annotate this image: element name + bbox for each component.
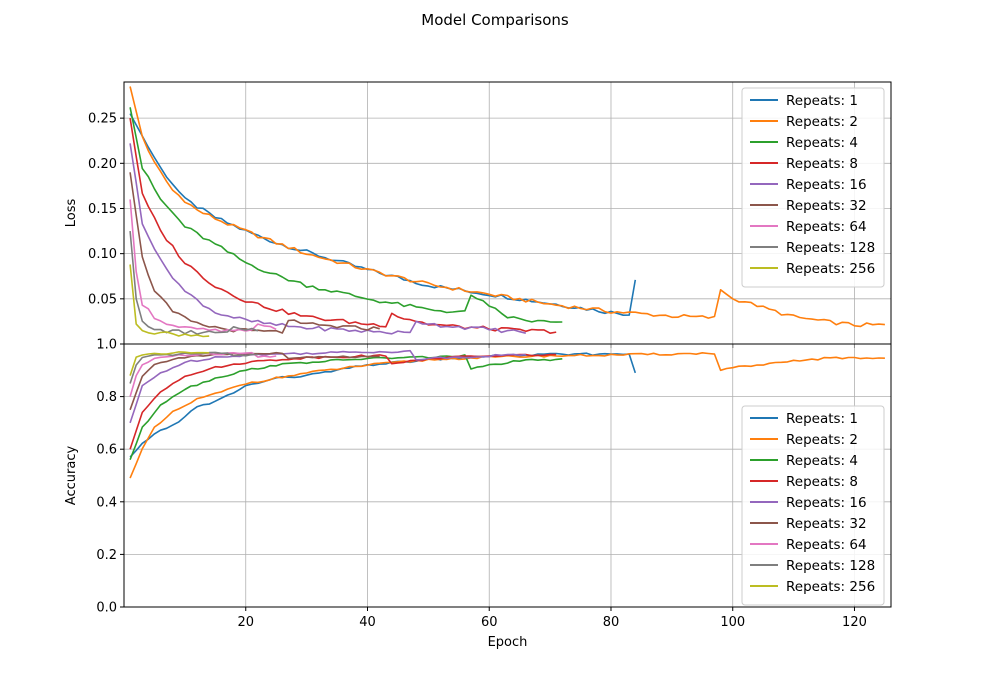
y-tick-label: 0.2 — [96, 548, 117, 563]
y-axis-label: Accuracy — [64, 446, 79, 506]
series-line-9 — [129, 264, 210, 338]
legend — [741, 405, 885, 606]
series-line-8 — [129, 231, 259, 335]
x-tick-label: 100 — [720, 615, 745, 630]
y-tick-label: 0.25 — [88, 112, 117, 127]
legend-entry: Repeats: 16 — [786, 495, 867, 511]
series-line-3 — [129, 354, 563, 460]
legend-entry: Repeats: 32 — [786, 198, 867, 214]
series-line-6 — [129, 172, 380, 334]
y-tick-label: 0.15 — [88, 202, 117, 217]
series-line-3 — [129, 107, 563, 323]
legend-entry: Repeats: 64 — [786, 219, 867, 235]
figure-title: Model Comparisons — [421, 11, 569, 29]
x-tick-label: 60 — [481, 615, 498, 630]
legend-entry: Repeats: 1 — [786, 93, 858, 109]
series-line-7 — [129, 199, 277, 333]
axes-frame — [123, 343, 892, 608]
legend-entry: Repeats: 32 — [786, 516, 867, 532]
y-tick-label: 0.0 — [96, 601, 117, 616]
x-axis-label: Epoch — [488, 635, 528, 650]
legend-entry: Repeats: 2 — [786, 432, 858, 448]
y-tick-label: 0.20 — [88, 157, 117, 172]
series-line-2 — [129, 86, 885, 328]
legend-entry: Repeats: 8 — [786, 156, 858, 172]
x-tick-label: 120 — [842, 615, 867, 630]
y-axis-label: Loss — [64, 199, 79, 228]
legend-entry: Repeats: 128 — [786, 240, 875, 256]
x-tick-label: 80 — [603, 615, 620, 630]
legend-entry: Repeats: 2 — [786, 114, 858, 130]
legend-entry: Repeats: 256 — [786, 579, 875, 595]
x-tick-label: 40 — [359, 615, 376, 630]
x-tick-label: 20 — [237, 615, 254, 630]
legend-entry: Repeats: 8 — [786, 474, 858, 490]
series-line-6 — [129, 351, 380, 411]
series-line-1 — [129, 352, 637, 458]
legend-entry: Repeats: 128 — [786, 558, 875, 574]
y-tick-label: 1.0 — [96, 338, 117, 353]
accuracy-plot: 0.0 0.2 0.4 0.6 0.8 1.0 20 40 60 80 100 120 Accuracy… — [64, 338, 892, 650]
legend — [741, 87, 885, 288]
legend-entry: Repeats: 1 — [786, 411, 858, 427]
legend-entry: Repeats: 16 — [786, 177, 867, 193]
legend-entry: Repeats: 4 — [786, 135, 858, 151]
y-tick-label: 0.05 — [88, 292, 117, 307]
series-line-4 — [129, 117, 557, 334]
series-line-8 — [129, 351, 258, 384]
legend-entry: Repeats: 256 — [786, 261, 875, 277]
y-tick-label: 0.4 — [96, 495, 117, 510]
legend-entry: Repeats: 64 — [786, 537, 867, 553]
series-line-5 — [129, 143, 526, 335]
y-tick-label: 0.6 — [96, 443, 117, 458]
loss-plot: 0.05 0.10 0.15 0.20 0.25 Loss Repeats: 1 Repeat… — [64, 81, 892, 348]
series-line-9 — [129, 351, 210, 376]
legend-entry: Repeats: 4 — [786, 453, 858, 469]
y-tick-label: 0.10 — [88, 247, 117, 262]
series-line-5 — [129, 349, 526, 424]
y-tick-label: 0.8 — [96, 390, 117, 405]
